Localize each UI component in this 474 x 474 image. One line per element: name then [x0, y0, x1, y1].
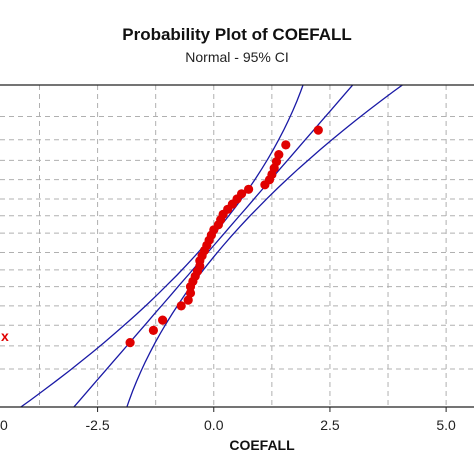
data-point	[274, 150, 284, 160]
ci-upper-line	[126, 85, 404, 407]
data-point	[271, 157, 282, 167]
chart-title: Probability Plot of COEFALL	[122, 25, 352, 44]
data-point	[244, 184, 254, 194]
legend-x-marker: x	[1, 328, 9, 344]
x-tick-label-edge: 0	[0, 417, 8, 433]
data-point	[183, 295, 193, 305]
plot-area	[0, 85, 474, 407]
x-tick-label: 0.0	[204, 417, 224, 433]
data-point	[176, 301, 186, 311]
chart-subtitle: Normal - 95% CI	[185, 49, 288, 65]
x-tick-label: -2.5	[86, 417, 110, 433]
data-point	[158, 315, 168, 325]
x-tick-label: 5.0	[436, 417, 456, 433]
x-axis-ticks: -2.5 0.0 2.5 5.0 0	[0, 407, 456, 433]
fitted-line	[73, 85, 354, 407]
data-point	[237, 189, 247, 199]
data-point	[313, 125, 323, 135]
x-tick-label: 2.5	[320, 417, 340, 433]
data-point	[185, 288, 196, 298]
data-point	[281, 140, 291, 150]
data-point	[125, 338, 135, 348]
data-point	[148, 325, 158, 335]
data-points	[125, 125, 323, 348]
x-axis-label: COEFALL	[229, 437, 295, 453]
